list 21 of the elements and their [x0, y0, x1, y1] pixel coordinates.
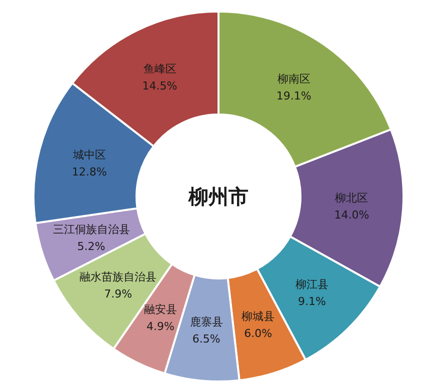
slice-label: 柳江县	[296, 278, 329, 291]
data-label: 12.8%	[72, 165, 107, 178]
slice-label: 柳北区	[335, 192, 368, 205]
data-label: 5.2%	[77, 240, 106, 253]
data-label: 14.5%	[142, 80, 178, 93]
data-label: 19.1%	[276, 89, 312, 102]
slice-label: 三江侗族自治县	[52, 222, 130, 236]
slice-label: 鹿寨县	[190, 315, 223, 328]
data-label: 9.1%	[298, 294, 326, 308]
slice-label: 鱼峰区	[143, 62, 176, 76]
text: 柳州市	[188, 184, 248, 208]
slice-label: 柳城县	[242, 310, 275, 323]
slice-label: 城中区	[72, 148, 106, 162]
data-label: 6.0%	[244, 326, 272, 340]
data-label: 14.0%	[334, 208, 370, 222]
slice-label: 融安县	[144, 302, 178, 316]
slice-label: 柳南区	[277, 72, 310, 86]
data-label: 7.9%	[104, 287, 132, 300]
data-label: 6.5%	[192, 332, 220, 346]
data-label: 4.9%	[146, 320, 175, 333]
slice-label: 融水苗族自治县	[80, 270, 157, 284]
